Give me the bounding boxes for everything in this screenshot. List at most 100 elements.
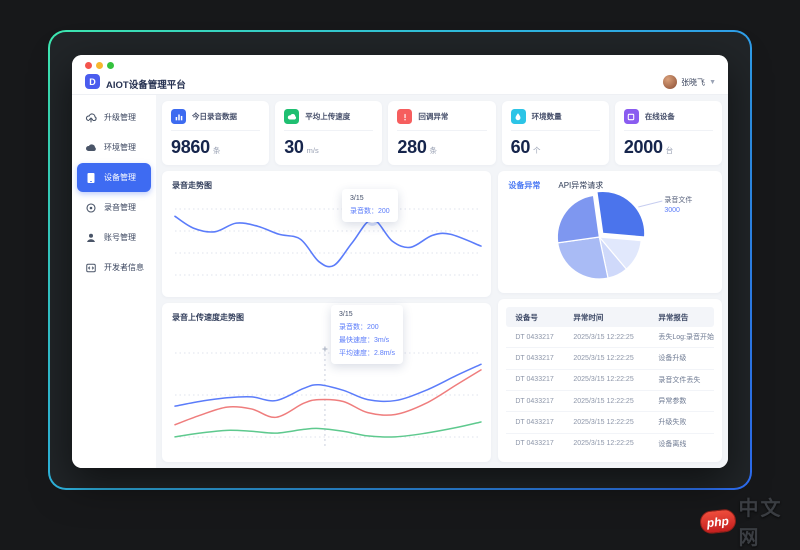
stat-card-environments: 环境数量 60 个 [501, 101, 609, 165]
sidebar-item-recording[interactable]: 录音管理 [77, 193, 151, 222]
pie-callout: 录音文件 3000 [664, 195, 692, 214]
stat-label: 今日录音数据 [192, 112, 237, 121]
device-icon [85, 172, 97, 184]
stat-label: 环境数量 [531, 112, 562, 121]
user-icon [85, 232, 97, 244]
sidebar-item-environment[interactable]: 环境管理 [77, 133, 151, 162]
abnormal-tabs: 设备异常 API异常请求 [508, 180, 603, 191]
code-icon [85, 262, 97, 274]
square-icon [623, 109, 639, 124]
app-logo: D [85, 74, 100, 89]
sidebar-item-label: 录音管理 [104, 203, 136, 212]
speed-tooltip: 3/15 录音数：200 最快速度：3m/s 平均速度：2.8m/s [331, 305, 404, 364]
cell-abnormal-time: 2025/3/15 12:22:25 [573, 333, 634, 341]
cell-abnormal-time: 2025/3/15 12:22:25 [573, 376, 634, 384]
stat-card-today-recordings: 今日录音数据 9860 条 [162, 101, 270, 165]
app-title: AIOT设备管理平台 [106, 80, 186, 91]
sidebar: 升级管理 环境管理 设备管理 录音管理 账号管理 [72, 95, 156, 468]
upload-speed-title: 录音上传速度走势图 [172, 313, 244, 322]
cell-device-id: DT 0433217 [515, 354, 554, 362]
cell-abnormal-report: 升级失败 [658, 419, 687, 427]
dashboard-columns: 录音走势图 录音上传速度走势图 设备异常 API异常请求 [162, 171, 722, 462]
stat-card-avg-upload-speed: 平均上传速度 30 m/s [275, 101, 383, 165]
upload-speed-chart[interactable] [171, 341, 485, 456]
drop-icon [510, 109, 526, 124]
cell-abnormal-time: 2025/3/15 12:22:25 [573, 440, 634, 448]
cell-abnormal-report: 录音文件丢失 [658, 376, 701, 384]
left-column: 录音走势图 录音上传速度走势图 [162, 171, 492, 462]
cell-abnormal-report: 设备离线 [658, 440, 687, 448]
abnormal-table-card: 设备号 异常时间 异常报告 DT 0433217 2025/3/15 12:22… [498, 299, 722, 462]
watermark-text: 中文网 [738, 498, 783, 549]
stat-value: 2000 [623, 137, 663, 157]
user-menu[interactable]: 张晓飞 ▼ [663, 74, 716, 90]
sidebar-item-account[interactable]: 账号管理 [77, 223, 151, 252]
cell-device-id: DT 0433217 [515, 376, 554, 384]
cell-device-id: DT 0433217 [515, 418, 554, 426]
table-row[interactable]: DT 0433217 2025/3/15 12:22:25 录音文件丢失 [506, 370, 714, 391]
stat-label: 回调异常 [418, 112, 449, 121]
table-row[interactable]: DT 0433217 2025/3/15 12:22:25 升级失败 [506, 412, 714, 434]
sidebar-item-label: 环境管理 [104, 143, 136, 152]
cloud-icon [85, 142, 97, 154]
col-abnormal-report: 异常报告 [658, 312, 689, 322]
stats-row: 今日录音数据 9860 条 平均上传速度 30 m/s [162, 101, 723, 165]
tab[interactable]: API异常请求 [558, 181, 604, 190]
device-abnormal-card: 设备异常 API异常请求 录音文件 3000 [498, 171, 722, 293]
php-cn-watermark: php 中文网 [698, 492, 800, 550]
cell-abnormal-report: 丢失Log:录音开始 [658, 334, 714, 342]
recording-trend-chart[interactable] [171, 197, 485, 291]
table-row[interactable]: DT 0433217 2025/3/15 12:22:25 设备升级 [506, 348, 714, 370]
right-column: 设备异常 API异常请求 录音文件 3000 设备号 异常时间 异常报告 [498, 171, 722, 462]
bar-chart-icon [171, 109, 186, 124]
trend-tooltip: 3/15 录音数：200 [342, 189, 398, 222]
record-icon [85, 202, 97, 214]
stat-unit: 条 [429, 146, 438, 155]
sidebar-item-label: 设备管理 [104, 173, 136, 182]
pie-callout-value: 3000 [664, 207, 680, 214]
tooltip-date: 3/15 [350, 195, 364, 202]
user-avatar [663, 75, 678, 89]
col-device-id: 设备号 [515, 312, 538, 322]
recording-trend-card: 录音走势图 [162, 171, 492, 297]
sidebar-item-label: 升级管理 [104, 113, 136, 122]
window-header: D AIOT设备管理平台 张晓飞 ▼ [72, 55, 728, 95]
sidebar-item-developer[interactable]: 开发者信息 [77, 253, 151, 282]
table-row[interactable]: DT 0433217 2025/3/15 12:22:25 丢失Log:录音开始 [506, 327, 714, 349]
php-logo: php [698, 507, 737, 535]
sidebar-item-upgrade[interactable]: 升级管理 [77, 103, 151, 132]
tab[interactable]: 设备异常 [508, 181, 541, 190]
stat-card-online-devices: 在线设备 2000 台 [614, 101, 723, 165]
user-name: 张晓飞 [681, 77, 706, 87]
cell-abnormal-time: 2025/3/15 12:22:25 [573, 418, 634, 426]
cell-abnormal-time: 2025/3/15 12:22:25 [573, 397, 634, 405]
sidebar-item-device[interactable]: 设备管理 [77, 163, 151, 192]
stat-unit: 条 [212, 146, 221, 155]
recording-trend-title: 录音走势图 [172, 181, 212, 190]
stat-value: 280 [397, 137, 427, 157]
alert-icon [397, 109, 413, 124]
cell-device-id: DT 0433217 [515, 333, 554, 341]
cell-device-id: DT 0433217 [515, 397, 554, 405]
tooltip-date: 3/15 [339, 311, 353, 318]
main-content: 今日录音数据 9860 条 平均上传速度 30 m/s [156, 95, 728, 468]
pie-callout-label: 录音文件 [664, 197, 693, 204]
cell-abnormal-report: 设备升级 [658, 355, 687, 363]
app-window: D AIOT设备管理平台 张晓飞 ▼ 升级管理 环境管理 设备管理 [72, 55, 728, 468]
table-header: 设备号 异常时间 异常报告 [506, 307, 714, 327]
device-abnormal-pie-chart[interactable] [498, 171, 722, 293]
cloud-solid-icon [284, 109, 300, 124]
stat-unit: m/s [306, 146, 319, 155]
cell-device-id: DT 0433217 [515, 440, 554, 448]
sidebar-item-label: 开发者信息 [104, 263, 144, 272]
chevron-down-icon: ▼ [709, 78, 716, 86]
stat-label: 在线设备 [644, 112, 675, 121]
stat-card-callback-errors: 回调异常 280 条 [388, 101, 496, 165]
close-window-button[interactable] [85, 62, 92, 69]
maximize-window-button[interactable] [107, 62, 114, 69]
table-row[interactable]: DT 0433217 2025/3/15 12:22:25 设备离线 [506, 434, 714, 454]
table-row[interactable]: DT 0433217 2025/3/15 12:22:25 异常参数 [506, 391, 714, 413]
upload-cloud-icon [85, 112, 97, 124]
minimize-window-button[interactable] [96, 62, 103, 69]
cell-abnormal-time: 2025/3/15 12:22:25 [573, 354, 634, 362]
